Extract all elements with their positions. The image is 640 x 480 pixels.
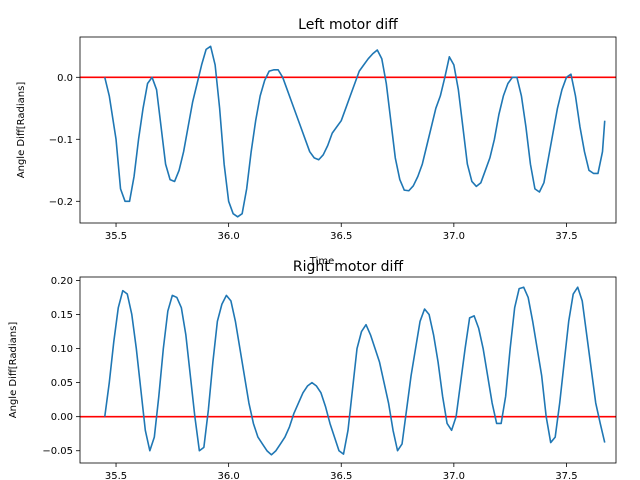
right-motor-xtick-label: 36.0 [218, 471, 240, 480]
left-motor-ytick-label: −0.1 [49, 135, 73, 146]
left-motor-chart: Left motor diff Angle Diff[Radians] 35.5 36… [16, 17, 617, 267]
right-motor-series-line [103, 286, 606, 456]
right-motor-ytick-label: 0.05 [51, 378, 73, 389]
left-motor-title: Left motor diff [298, 17, 398, 33]
left-motor-xlabel: Time [309, 256, 334, 267]
left-motor-axes-frame [79, 36, 617, 224]
left-motor-series-line [103, 45, 606, 218]
right-motor-ytick-label: 0.20 [51, 276, 73, 287]
right-motor-axes-frame [79, 276, 617, 464]
right-motor-ytick-label: 0.00 [51, 412, 73, 423]
right-motor-ytick-label: −0.05 [42, 446, 73, 457]
left-motor-xtick-label: 36.5 [330, 231, 352, 242]
left-motor-xtick-label: 37.5 [555, 231, 577, 242]
right-motor-chart: Right motor diff Angle Diff[Radians] 35.5 3… [8, 259, 617, 480]
left-motor-xtick-label: 35.5 [105, 231, 127, 242]
right-motor-ytick-label: 0.10 [51, 344, 73, 355]
right-motor-xtick-label: 37.0 [443, 471, 465, 480]
right-motor-ylabel: Angle Diff[Radians] [8, 322, 19, 419]
right-motor-xtick-label: 35.5 [105, 471, 127, 480]
right-motor-xtick-label: 36.5 [330, 471, 352, 480]
right-motor-xtick-label: 37.5 [555, 471, 577, 480]
right-motor-ytick-label: 0.15 [51, 310, 73, 321]
left-motor-ytick-label: 0.0 [57, 73, 73, 84]
left-motor-xtick-label: 36.0 [218, 231, 240, 242]
left-motor-ytick-label: −0.2 [49, 197, 73, 208]
left-motor-xtick-label: 37.0 [443, 231, 465, 242]
right-motor-title: Right motor diff [293, 259, 404, 275]
left-motor-ylabel: Angle Diff[Radians] [16, 82, 27, 179]
